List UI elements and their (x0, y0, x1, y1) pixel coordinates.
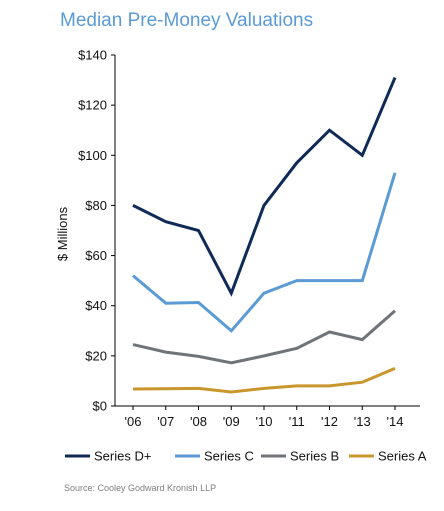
x-tick-label: '09 (223, 414, 240, 429)
legend-label-series-d-plus: Series D+ (94, 449, 151, 464)
source-note: Source: Cooley Godward Kronish LLP (64, 483, 216, 493)
x-axis-ticks: '06 '07 '08 '09 '10 '11 '12 '13 '14 (125, 406, 404, 429)
legend: Series D+ Series C Series B Series A (65, 449, 427, 464)
y-tick-label: $120 (78, 98, 107, 113)
legend-label-series-a: Series A (378, 449, 427, 464)
series-line-series-d-plus (132, 77, 397, 297)
y-tick-label: $40 (85, 298, 107, 313)
y-axis-label: $ Millions (55, 206, 70, 261)
legend-label-series-c: Series C (204, 449, 254, 464)
series-line-series-a (132, 367, 396, 394)
series-line-series-b (132, 309, 396, 365)
x-tick-label: '11 (289, 414, 305, 429)
y-tick-label: $100 (78, 148, 107, 163)
y-tick-label: $80 (85, 198, 107, 213)
x-tick-label: '06 (125, 414, 142, 429)
chart-axes (114, 55, 420, 407)
chart-title: Median Pre-Money Valuations (60, 10, 314, 31)
x-tick-label: '08 (190, 414, 207, 429)
x-tick-label: '13 (354, 414, 371, 429)
legend-label-series-b: Series B (290, 449, 339, 464)
x-tick-label: '14 (387, 414, 404, 429)
y-tick-label: $0 (93, 399, 107, 414)
x-tick-label: '10 (256, 414, 273, 429)
series-lines (132, 77, 397, 394)
y-tick-label: $20 (85, 348, 107, 363)
x-tick-label: '12 (321, 414, 338, 429)
y-tick-label: $140 (78, 48, 107, 63)
y-tick-label: $60 (85, 248, 107, 263)
series-line-series-c (132, 172, 397, 333)
x-tick-label: '07 (157, 414, 174, 429)
y-axis-ticks: $0 $20 $40 $60 $80 $100 $120 $140 (78, 48, 115, 414)
